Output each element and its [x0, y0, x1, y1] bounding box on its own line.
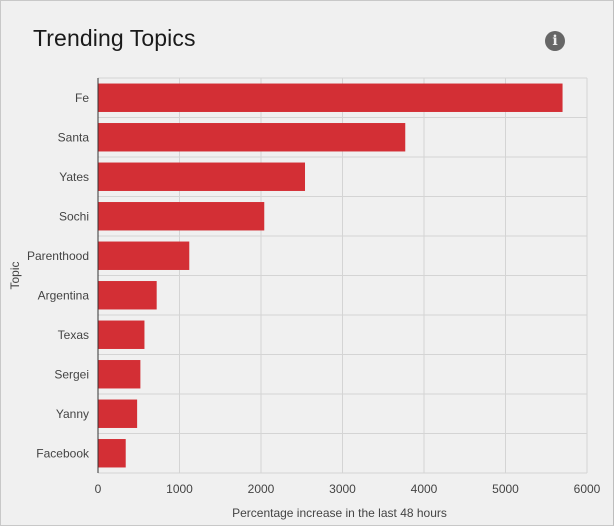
bar-yanny[interactable] — [98, 399, 138, 428]
info-icon[interactable]: i — [545, 31, 565, 51]
x-tick-label: 3000 — [329, 482, 356, 496]
bar-facebook[interactable] — [98, 439, 126, 468]
x-tick-labels: 0 1000 2000 3000 4000 5000 6000 — [95, 482, 601, 496]
bar-parenthood[interactable] — [98, 241, 190, 270]
x-tick-label: 1000 — [166, 482, 193, 496]
category-label: Yates — [59, 170, 89, 184]
category-labels: Fe Santa Yates Sochi Parenthood Argentina Texa… — [27, 91, 90, 461]
category-label: Argentina — [38, 288, 90, 302]
bar-sergei[interactable] — [98, 360, 141, 389]
category-label: Sochi — [59, 209, 89, 223]
category-label: Sergei — [54, 367, 89, 381]
x-tick-label: 2000 — [248, 482, 275, 496]
category-label: Fe — [75, 91, 89, 105]
x-tick-label: 0 — [95, 482, 102, 496]
y-axis-label: Topic — [8, 261, 22, 289]
category-label: Santa — [58, 130, 90, 144]
x-tick-label: 6000 — [574, 482, 601, 496]
bar-sochi[interactable] — [98, 202, 265, 231]
page-title: Trending Topics — [33, 25, 196, 51]
bar-santa[interactable] — [98, 123, 406, 152]
bar-texas[interactable] — [98, 320, 145, 349]
x-tick-label: 4000 — [411, 482, 438, 496]
category-label: Yanny — [56, 407, 89, 421]
bar-yates[interactable] — [98, 162, 306, 191]
bars — [98, 83, 563, 468]
bar-argentina[interactable] — [98, 281, 157, 310]
x-tick-label: 5000 — [492, 482, 519, 496]
category-label: Parenthood — [27, 249, 89, 263]
bar-fe[interactable] — [98, 83, 563, 112]
category-label: Texas — [58, 328, 89, 342]
category-label: Facebook — [36, 446, 90, 460]
x-axis-label: Percentage increase in the last 48 hours — [232, 506, 447, 520]
